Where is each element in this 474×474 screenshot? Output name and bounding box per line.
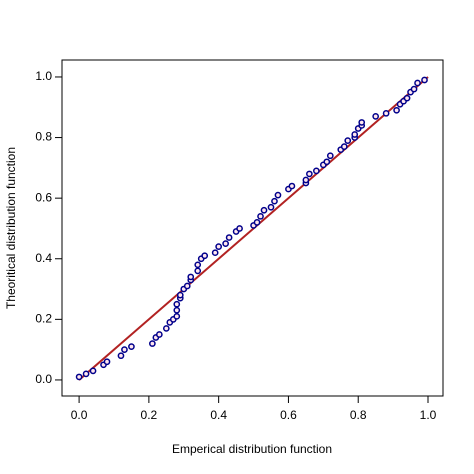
point — [103, 358, 111, 366]
point — [187, 273, 195, 281]
point — [117, 352, 125, 360]
y-axis-title: Theoritical distribution function — [4, 147, 18, 309]
x-tick-label: 0.4 — [210, 408, 227, 422]
y-tick-label: 0.6 — [35, 190, 52, 204]
point — [173, 300, 181, 308]
plot-box — [61, 59, 444, 397]
point — [344, 137, 352, 144]
point — [128, 343, 135, 350]
point — [225, 234, 233, 241]
point — [183, 282, 191, 290]
point — [253, 219, 261, 226]
point — [288, 182, 296, 190]
point — [271, 197, 278, 205]
y-tick-label: 0.8 — [35, 130, 52, 144]
point — [149, 340, 156, 347]
point — [260, 206, 268, 214]
x-tick-label: 0.8 — [350, 408, 367, 422]
point — [302, 176, 310, 184]
point — [267, 203, 275, 211]
point — [403, 94, 411, 102]
x-tick-label: 0.2 — [141, 408, 158, 422]
point — [340, 143, 348, 151]
x-axis-title: Emperical distribution function — [172, 442, 332, 456]
point — [155, 331, 163, 338]
point — [257, 212, 264, 220]
point — [323, 158, 331, 166]
x-tick-label: 1.0 — [420, 408, 437, 422]
y-tick-label: 1.0 — [35, 69, 52, 83]
point — [410, 85, 418, 93]
x-tick-label: 0.6 — [280, 408, 297, 422]
point — [236, 225, 243, 232]
point — [176, 291, 184, 299]
point — [358, 119, 366, 126]
point — [201, 252, 209, 260]
point — [173, 312, 181, 320]
point — [194, 267, 202, 275]
point — [421, 76, 428, 84]
y-tick-label: 0.4 — [35, 251, 52, 265]
point — [351, 131, 359, 138]
y-tick-label: 0.2 — [35, 312, 52, 326]
point — [312, 167, 320, 175]
point — [82, 370, 90, 378]
point — [89, 367, 97, 375]
point — [274, 191, 282, 199]
point — [75, 373, 83, 381]
point — [211, 249, 219, 257]
point — [382, 109, 390, 117]
point — [326, 152, 334, 160]
point — [215, 243, 223, 250]
point — [222, 240, 229, 247]
point — [372, 113, 380, 120]
point — [162, 325, 170, 332]
point — [173, 306, 181, 314]
point — [121, 346, 128, 353]
x-tick-label: 0.0 — [71, 408, 88, 422]
point — [194, 261, 202, 269]
point — [306, 170, 313, 178]
y-tick-label: 0.0 — [35, 372, 52, 386]
point — [393, 106, 400, 114]
point — [414, 79, 421, 87]
